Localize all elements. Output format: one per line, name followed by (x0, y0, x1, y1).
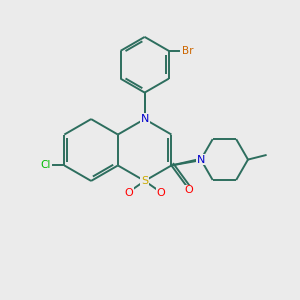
Text: N: N (197, 154, 205, 165)
Text: O: O (185, 185, 194, 196)
Text: O: O (124, 188, 133, 198)
Text: N: N (140, 114, 149, 124)
Text: N: N (197, 154, 205, 165)
Text: Cl: Cl (40, 160, 50, 170)
Text: S: S (141, 176, 148, 186)
Text: O: O (157, 188, 165, 198)
Text: Br: Br (182, 46, 194, 56)
